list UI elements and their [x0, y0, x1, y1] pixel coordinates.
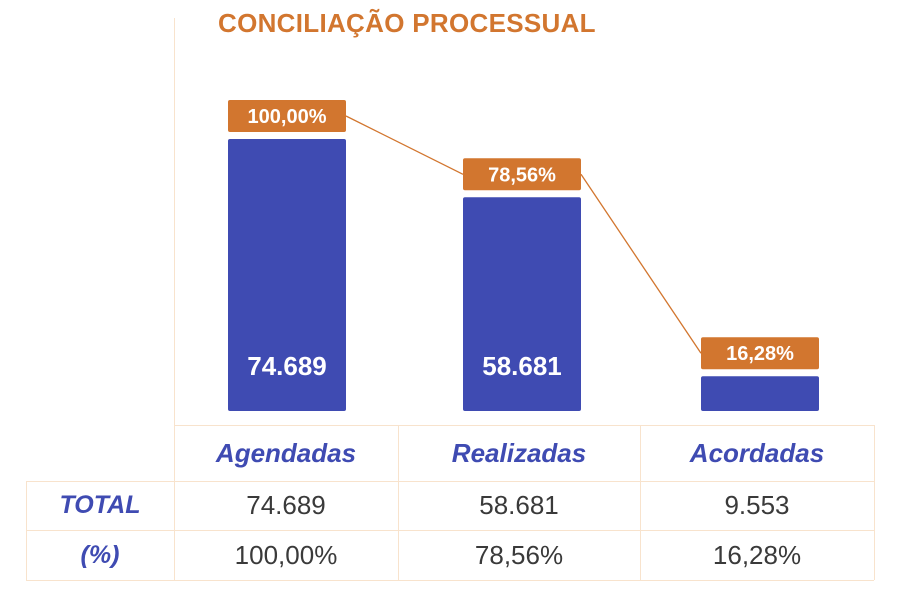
bar-value-label: 74.689 [247, 351, 327, 381]
bar-value-label: 58.681 [482, 351, 562, 381]
percent-label: 16,28% [726, 343, 794, 365]
percent-label: 100,00% [248, 106, 327, 128]
percent-label: 78,56% [488, 164, 556, 186]
percent-line-segment [345, 115, 464, 175]
percent-label-box [463, 158, 581, 191]
chart-title: CONCILIAÇÃO PROCESSUAL [218, 8, 596, 38]
percent-label-box [701, 337, 819, 370]
percent-line-segment [580, 173, 702, 354]
bar-agendadas [228, 139, 346, 411]
bar-realizadas [463, 197, 581, 411]
bar-acordadas [701, 376, 819, 411]
percent-label-box [228, 100, 346, 132]
